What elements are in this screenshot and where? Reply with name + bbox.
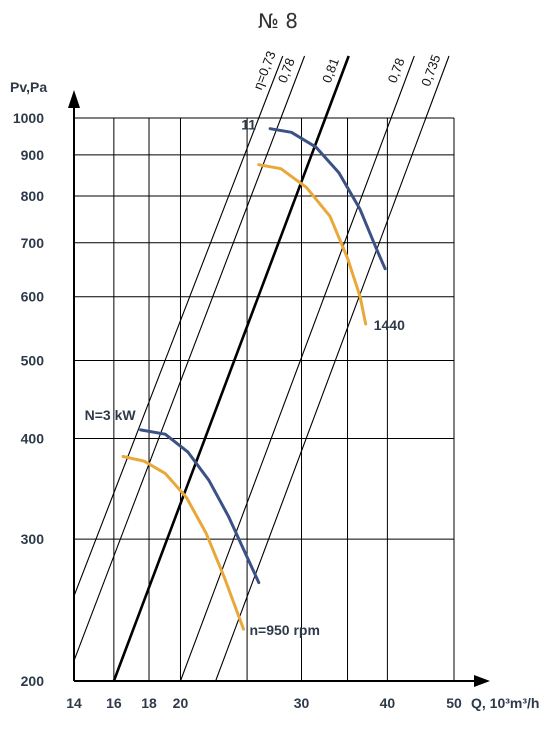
efficiency-label-4: 0,735	[418, 53, 443, 89]
grid	[73, 117, 455, 681]
y-tick-label-600: 600	[21, 289, 45, 305]
series-label-rpm-high: 1440	[374, 317, 405, 333]
y-tick-label-900: 900	[21, 147, 45, 163]
efficiency-line-extension-4	[425, 55, 450, 119]
efficiency-line-2	[112, 118, 327, 681]
series-curve-1	[121, 455, 245, 631]
y-axis-arrow	[68, 90, 80, 108]
y-tick-label-200: 200	[21, 673, 45, 689]
series-label-power: N=3 kW	[85, 407, 137, 423]
efficiency-line-0	[74, 118, 260, 597]
efficiency-line-extension-1	[280, 55, 306, 119]
x-axis-arrow	[474, 675, 490, 687]
efficiency-line-extension-0	[258, 55, 284, 119]
y-tick-label-300: 300	[21, 531, 45, 547]
x-tick-label-40: 40	[380, 695, 396, 711]
y-tick-label-500: 500	[21, 352, 45, 368]
x-tick-label-30: 30	[294, 695, 310, 711]
efficiency-labels: η=0,730,78 0,81 0,78 0,735	[250, 49, 450, 119]
x-tick-label-20: 20	[173, 695, 189, 711]
y-tick-label-400: 400	[21, 431, 45, 447]
series-label-power-high: 11	[241, 117, 256, 133]
series-curve-3	[257, 163, 368, 326]
series-curves	[121, 127, 387, 631]
efficiency-label-0: η=0,73	[250, 49, 278, 92]
efficiency-line-extension-3	[390, 55, 415, 119]
series-labels: N=3 kW n=950 rpm 11 1440	[85, 117, 405, 638]
series-label-rpm: n=950 rpm	[249, 622, 319, 638]
x-tick-label-50: 50	[446, 695, 462, 711]
efficiency-lines	[74, 118, 427, 681]
efficiency-label-3: 0,78	[385, 56, 408, 85]
x-tick-label-14: 14	[66, 695, 82, 711]
y-tick-label-1000: 1000	[13, 110, 44, 126]
y-tick-label-700: 700	[21, 235, 45, 251]
series-curve-2	[268, 127, 387, 271]
efficiency-line-1	[74, 118, 282, 661]
efficiency-label-1: 0,78	[275, 56, 298, 85]
y-tick-label-800: 800	[21, 188, 45, 204]
x-axis-label: Q, 10³m³/h	[471, 695, 539, 711]
tick-labels: 14 16 18 20 30 40 50 200 300 400 500 600 700 800 900 10…	[13, 110, 462, 711]
efficiency-line-3	[179, 118, 392, 681]
x-tick-label-18: 18	[141, 695, 157, 711]
series-curve-0	[139, 428, 261, 585]
chart-title: № 8	[258, 9, 298, 33]
x-tick-label-16: 16	[106, 695, 122, 711]
efficiency-line-4	[215, 118, 427, 681]
efficiency-line-extension-2	[324, 55, 350, 119]
axes	[68, 90, 490, 687]
y-axis-label: Pv,Pa	[10, 79, 47, 95]
